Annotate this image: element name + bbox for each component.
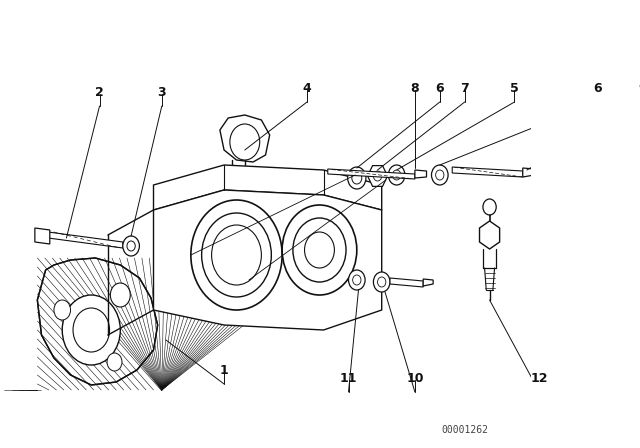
Polygon shape [523, 168, 534, 177]
Polygon shape [390, 278, 423, 287]
Polygon shape [220, 115, 269, 162]
Circle shape [305, 232, 335, 268]
Circle shape [54, 300, 70, 320]
Text: 8: 8 [411, 82, 419, 95]
Text: 00001262: 00001262 [441, 425, 488, 435]
Circle shape [348, 167, 366, 189]
Polygon shape [37, 258, 157, 385]
Circle shape [349, 270, 365, 290]
Polygon shape [423, 279, 433, 286]
Text: 10: 10 [406, 371, 424, 384]
Polygon shape [479, 221, 500, 249]
Polygon shape [328, 169, 415, 179]
Text: 4: 4 [303, 82, 312, 95]
Text: 9: 9 [639, 82, 640, 95]
Polygon shape [35, 228, 50, 244]
Text: 7: 7 [460, 82, 469, 95]
Circle shape [107, 353, 122, 371]
Text: 6: 6 [593, 82, 602, 95]
Text: 2: 2 [95, 86, 104, 99]
Circle shape [352, 172, 362, 184]
Text: 3: 3 [157, 86, 166, 99]
Text: 11: 11 [340, 371, 357, 384]
Text: 1: 1 [220, 363, 228, 376]
Circle shape [202, 213, 271, 297]
Polygon shape [154, 165, 381, 210]
Circle shape [123, 236, 140, 256]
Polygon shape [48, 232, 123, 248]
Circle shape [436, 170, 444, 180]
Polygon shape [452, 167, 523, 177]
Circle shape [353, 275, 361, 285]
Circle shape [62, 295, 120, 365]
Circle shape [483, 199, 496, 215]
Text: 6: 6 [435, 82, 444, 95]
Circle shape [73, 308, 109, 352]
Text: 12: 12 [531, 371, 548, 384]
Circle shape [388, 165, 405, 185]
Circle shape [110, 283, 131, 307]
Circle shape [191, 200, 282, 310]
Circle shape [212, 225, 261, 285]
Circle shape [127, 241, 135, 251]
Circle shape [373, 171, 381, 181]
Circle shape [392, 170, 401, 180]
Polygon shape [367, 166, 387, 186]
Text: 5: 5 [510, 82, 519, 95]
Circle shape [431, 165, 448, 185]
Polygon shape [154, 190, 381, 330]
Circle shape [373, 272, 390, 292]
Circle shape [378, 277, 386, 287]
Circle shape [282, 205, 357, 295]
Circle shape [293, 218, 346, 282]
Polygon shape [415, 170, 426, 178]
Circle shape [230, 124, 260, 160]
